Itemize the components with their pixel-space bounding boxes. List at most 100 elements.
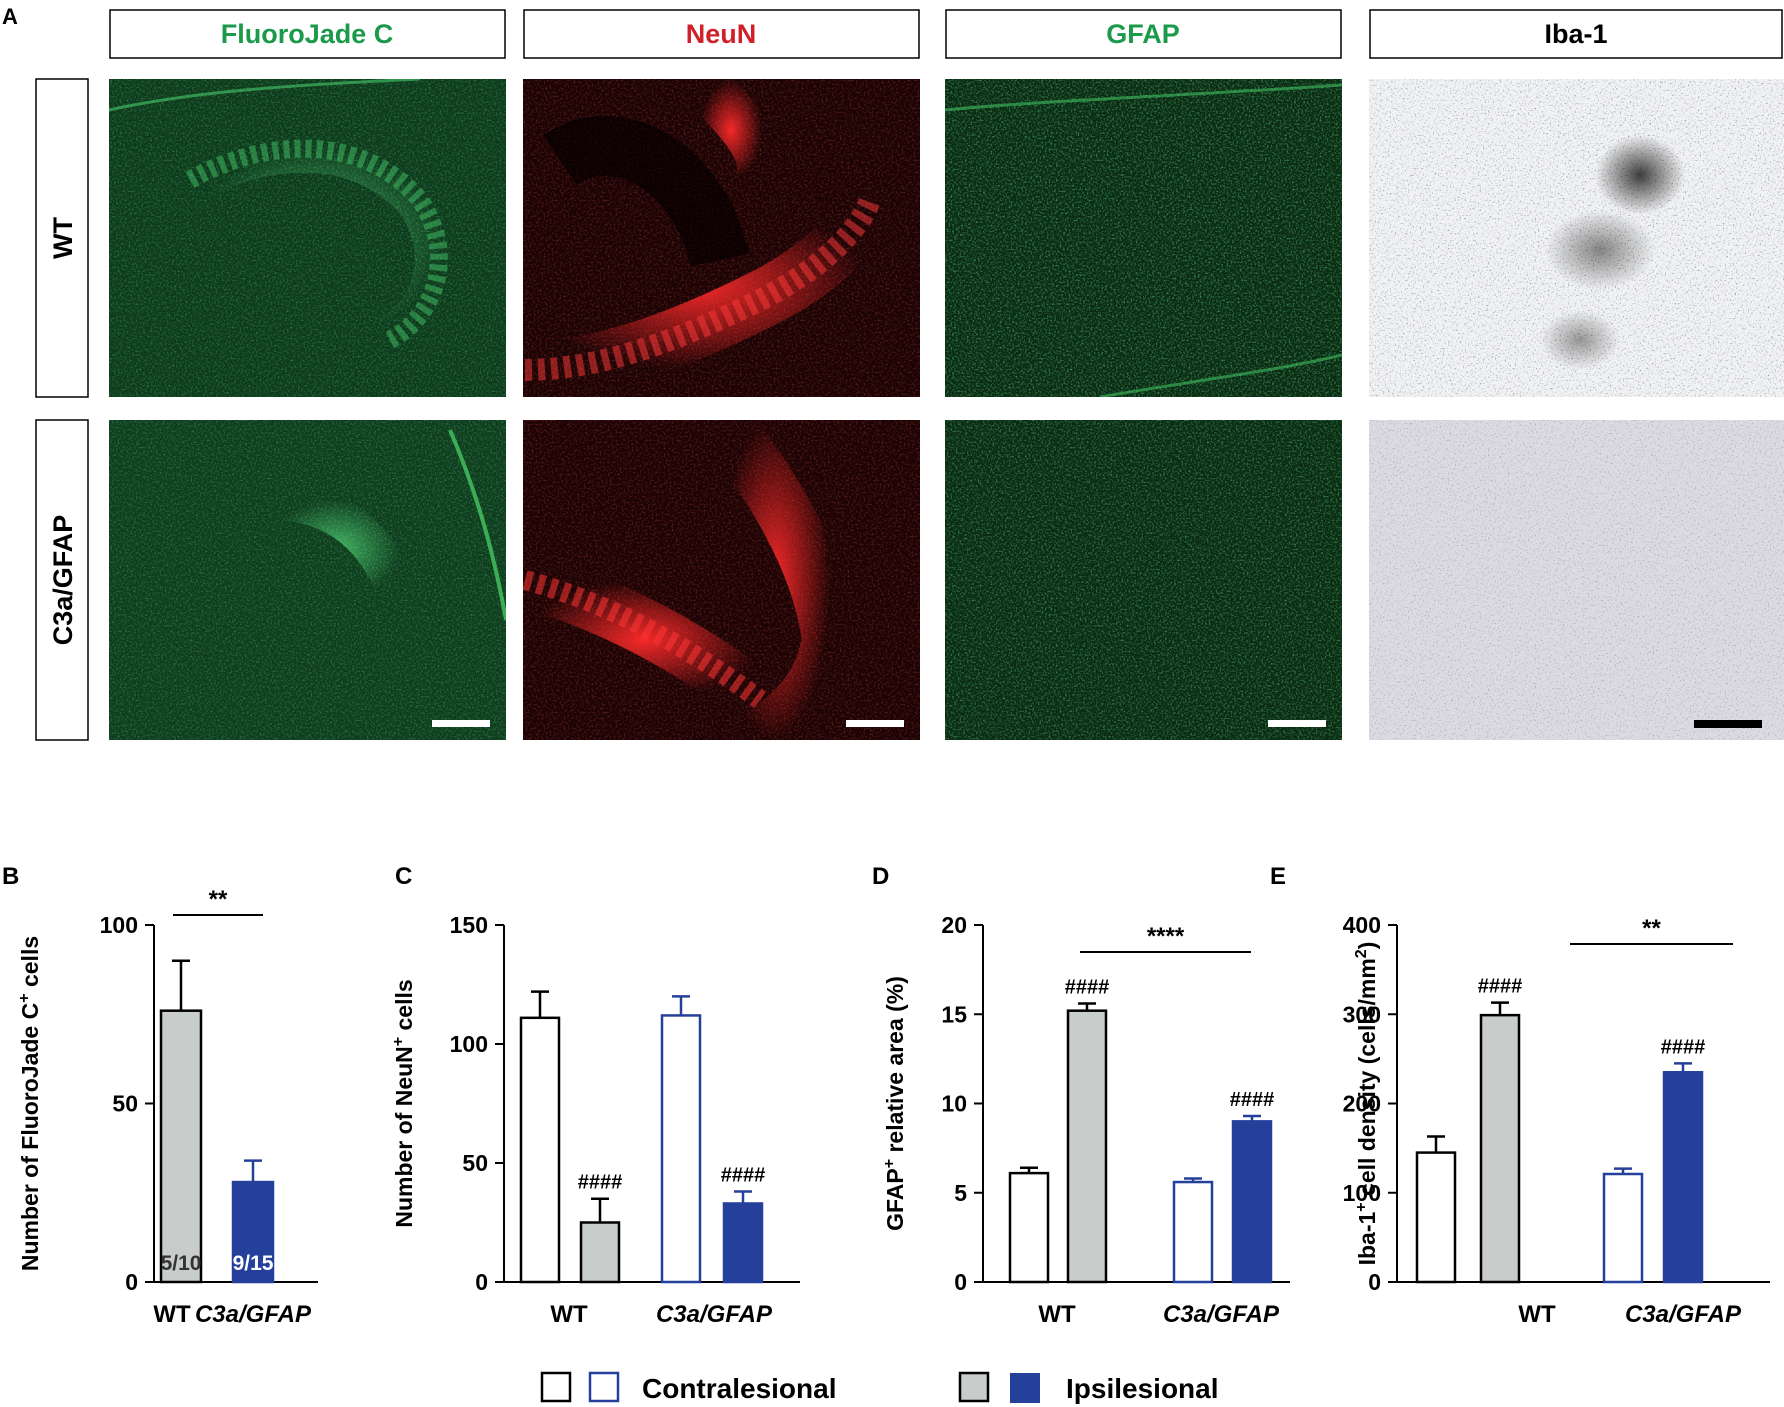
y-axis-label-part: Number of FluoroJade C	[17, 1003, 43, 1271]
scale-bar	[846, 720, 904, 727]
y-axis-label: Number of FluoroJade C+ cells	[16, 936, 43, 1271]
x-group-label: WT	[1518, 1301, 1556, 1328]
significance-mark: ####	[1478, 976, 1523, 998]
y-axis-label-part: Iba-1	[1354, 1212, 1380, 1266]
y-tick-label: 5	[954, 1180, 967, 1206]
micrograph-wt-gfap	[945, 79, 1342, 397]
legend-swatch-contra-wt	[540, 1371, 572, 1403]
significance-mark: ####	[1661, 1036, 1706, 1058]
y-tick-label: 10	[941, 1091, 967, 1117]
column-header-label: NeuN	[686, 19, 757, 49]
micrograph-wt-fluorojade	[109, 79, 506, 397]
y-tick-label: 0	[475, 1269, 488, 1295]
y-tick-label: 100	[450, 1031, 488, 1057]
y-axis-label-part: relative area (%)	[882, 976, 908, 1159]
legend-swatch-contra-tg	[588, 1371, 620, 1403]
y-tick-label: 0	[1368, 1269, 1381, 1295]
significance-stars: **	[1642, 915, 1661, 942]
y-axis-label: GFAP+ relative area (%)	[881, 976, 908, 1231]
panel-letter: D	[872, 863, 889, 890]
legend-swatch-ipsi-tg	[1010, 1373, 1040, 1403]
significance-stars: **	[209, 886, 228, 913]
x-group-label: WT	[550, 1301, 588, 1328]
row-header-label: C3a/GFAP	[48, 515, 78, 646]
y-tick-label: 0	[125, 1269, 138, 1295]
bar-contra_tg	[1602, 1172, 1644, 1284]
column-header-iba1: Iba-1	[1369, 9, 1783, 59]
x-group-label: C3a/GFAP	[1163, 1301, 1280, 1328]
scale-bar	[432, 720, 490, 727]
y-tick-label: 150	[450, 912, 488, 938]
micrograph-c3a-neun	[523, 420, 920, 740]
y-axis-label-superscript: +	[881, 1159, 898, 1168]
bar-ipsi_tg	[231, 1180, 275, 1284]
panel-letter: E	[1270, 863, 1286, 890]
y-axis-label-superscript: +	[16, 993, 33, 1002]
row-header-wt: WT	[35, 78, 89, 398]
micrograph-c3a-iba1	[1369, 420, 1784, 740]
x-group-label: WT	[1038, 1301, 1076, 1328]
bar-ipsi_wt	[1479, 1013, 1521, 1284]
bar-contra_tg	[1172, 1180, 1214, 1284]
column-header-label: FluoroJade C	[221, 19, 394, 49]
micrograph-wt-iba1	[1369, 79, 1784, 397]
bar-contra_wt	[519, 1016, 561, 1284]
y-axis-label-superscript: +	[1353, 1202, 1370, 1211]
bar-contra_wt	[1008, 1171, 1050, 1284]
bar-contra_tg	[660, 1014, 702, 1284]
y-tick-label: 0	[954, 1269, 967, 1295]
panel-letter: C	[395, 863, 412, 890]
legend-label-ipsilesional: Ipsilesional	[1066, 1373, 1219, 1404]
scale-bar	[1268, 720, 1326, 727]
y-axis-label-part: cells	[17, 936, 43, 994]
y-axis-label: Iba-1+ cell density (cells/mm2)	[1353, 942, 1380, 1266]
significance-mark: ####	[1065, 977, 1110, 999]
panel-letter: B	[2, 863, 19, 890]
micrograph-c3a-fluorojade	[109, 420, 506, 740]
bar-ipsi_tg	[722, 1202, 764, 1284]
micrograph-wt-neun	[523, 79, 920, 397]
y-axis-label-part: GFAP	[882, 1168, 908, 1231]
scale-bar	[1694, 720, 1762, 728]
y-axis-label-part: cell density (cells/mm	[1354, 958, 1380, 1202]
row-header-label: WT	[48, 217, 78, 259]
column-header-label: Iba-1	[1544, 19, 1607, 49]
x-group-label: C3a/GFAP	[195, 1301, 312, 1328]
micrograph-c3a-gfap	[945, 420, 1342, 740]
y-axis-label-part: )	[1354, 942, 1380, 950]
chart-panel-c: C 0 50 100 150 Number of NeuN+ cells #### #### W…	[390, 863, 800, 1328]
bar-ipsi_tg	[1662, 1071, 1704, 1284]
bar-inner-label: 5/10	[161, 1252, 202, 1275]
bar-ipsi_tg	[1231, 1120, 1273, 1284]
y-axis-label-superscript: +	[390, 1037, 407, 1046]
y-tick-label: 100	[1343, 1180, 1381, 1206]
panel-letter-a: A	[2, 4, 18, 29]
y-axis-label: Number of NeuN+ cells	[390, 979, 417, 1227]
bar-ipsi_wt	[159, 1009, 203, 1284]
significance-mark: ####	[1230, 1089, 1275, 1111]
y-axis-label-part: cells	[391, 979, 417, 1037]
bar-contra_wt	[1415, 1151, 1457, 1284]
y-tick-label: 15	[941, 1001, 967, 1027]
column-header-fluorojade: FluoroJade C	[109, 9, 506, 59]
significance-mark: ####	[578, 1172, 623, 1194]
significance-mark: ####	[721, 1165, 766, 1187]
x-group-label: C3a/GFAP	[656, 1301, 773, 1328]
y-tick-label: 300	[1343, 1001, 1381, 1027]
x-group-label: WT	[153, 1301, 191, 1328]
y-tick-label: 200	[1343, 1091, 1381, 1117]
bar-ipsi_wt	[579, 1221, 621, 1284]
legend-label-contralesional: Contralesional	[642, 1373, 836, 1404]
y-axis-label-superscript: 2	[1353, 949, 1370, 958]
bar-inner-label: 9/15	[233, 1252, 274, 1275]
significance-stars: ****	[1147, 923, 1185, 950]
legend-swatch-ipsi-wt	[958, 1371, 990, 1403]
y-tick-label: 50	[462, 1150, 488, 1176]
column-header-label: GFAP	[1106, 19, 1180, 49]
row-header-c3a-gfap: C3a/GFAP	[35, 419, 89, 741]
y-axis-label-part: Number of NeuN	[391, 1046, 417, 1227]
legend: Contralesional Ipsilesional	[540, 1371, 1219, 1404]
y-tick-label: 400	[1343, 912, 1381, 938]
